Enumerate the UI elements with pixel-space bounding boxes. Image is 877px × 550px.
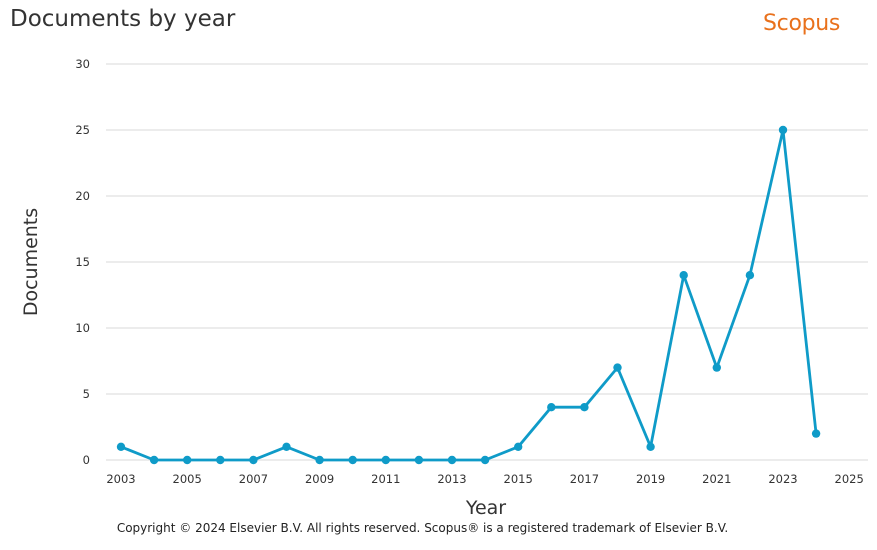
x-tick-label: 2019 [636, 472, 665, 486]
data-point[interactable] [514, 442, 523, 451]
data-point[interactable] [679, 271, 688, 280]
data-point[interactable] [646, 442, 655, 451]
y-tick-label: 10 [75, 321, 90, 335]
x-tick-label: 2003 [106, 472, 135, 486]
data-point[interactable] [480, 455, 490, 465]
data-point[interactable] [414, 455, 424, 465]
data-point[interactable] [348, 455, 357, 465]
x-tick-label: 2011 [371, 472, 400, 486]
x-tick-label: 2007 [239, 472, 268, 486]
copyright-notice: Copyright © 2024 Elsevier B.V. All right… [116, 521, 729, 535]
scopus-logo: Scopus [763, 11, 841, 36]
data-point[interactable] [315, 455, 324, 465]
data-point[interactable] [381, 455, 390, 465]
data-point[interactable] [778, 125, 788, 135]
chart-title: Documents by year [10, 6, 236, 32]
data-point[interactable] [447, 455, 457, 465]
x-tick-label: 2023 [768, 472, 797, 486]
y-tick-label: 25 [75, 123, 90, 137]
y-tick-label: 15 [75, 255, 90, 269]
x-tick-label: 2013 [437, 472, 466, 486]
x-tick-label: 2021 [702, 472, 731, 486]
data-point[interactable] [183, 455, 192, 465]
data-point[interactable] [580, 403, 589, 412]
data-point[interactable] [116, 442, 126, 451]
y-axis-ticks: 0 5 10 15 20 25 30 [75, 57, 90, 467]
x-tick-label: 2025 [835, 472, 864, 486]
data-point[interactable] [282, 442, 291, 451]
y-tick-label: 5 [83, 387, 90, 401]
x-tick-label: 2017 [570, 472, 599, 486]
data-point[interactable] [149, 455, 159, 465]
series-documents [116, 125, 821, 465]
data-point[interactable] [613, 363, 622, 372]
x-tick-label: 2009 [305, 472, 334, 486]
data-point[interactable] [249, 455, 258, 465]
series-line [119, 128, 818, 462]
data-point[interactable] [216, 455, 225, 465]
x-tick-label: 2015 [504, 472, 533, 486]
y-tick-label: 30 [75, 57, 90, 71]
data-point[interactable] [745, 271, 755, 280]
data-point[interactable] [712, 363, 721, 372]
data-point[interactable] [811, 429, 821, 438]
x-axis-title: Year [465, 497, 506, 519]
y-tick-label: 0 [83, 453, 90, 467]
x-tick-label: 2005 [173, 472, 202, 486]
y-axis-title: Documents [20, 208, 42, 316]
data-point[interactable] [547, 403, 556, 412]
x-axis-ticks: 2003 2005 2007 2009 2011 2013 2015 2017 2019 2021… [106, 472, 863, 486]
y-tick-label: 20 [75, 189, 90, 203]
